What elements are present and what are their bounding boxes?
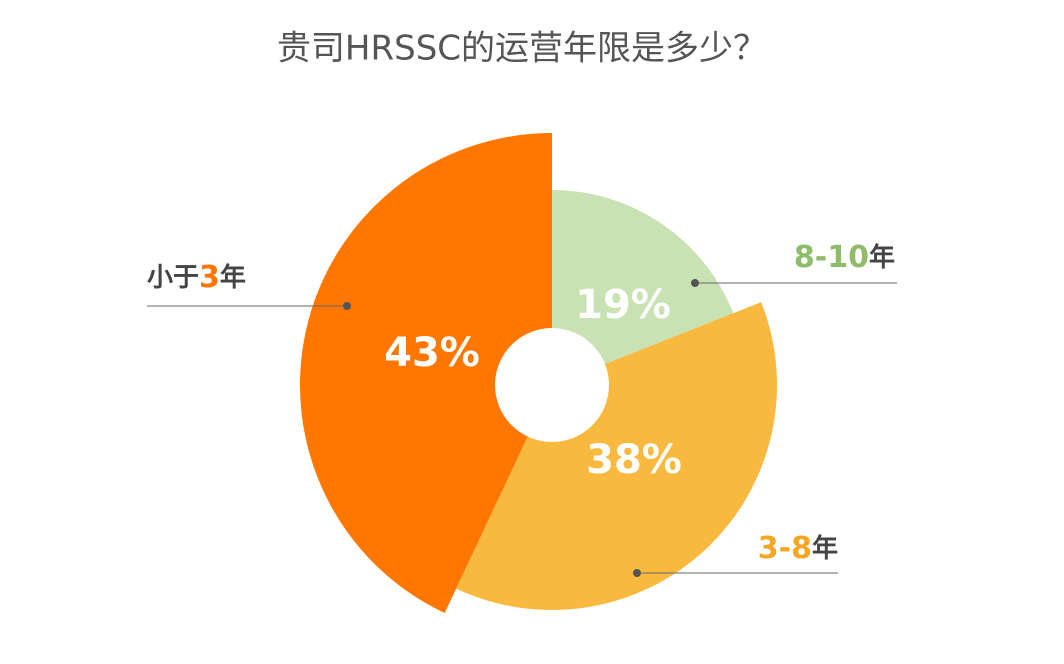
- value-label: 38%: [586, 437, 682, 483]
- chart-title: 贵司HRSSC的运营年限是多少？: [277, 29, 767, 69]
- value-label: 43%: [384, 330, 480, 376]
- leader-dot: [691, 279, 699, 287]
- category-label: 3-8年: [758, 531, 838, 566]
- category-label: 小于3年: [147, 260, 246, 295]
- value-label: 19%: [575, 282, 671, 328]
- pie-slice: [552, 190, 734, 385]
- donut-hole: [495, 328, 609, 442]
- leader-dot: [343, 302, 351, 310]
- pie-slice: [299, 133, 552, 614]
- leader-dot: [633, 569, 641, 577]
- pie-slice: [456, 302, 778, 610]
- category-label: 8-10年: [794, 240, 895, 275]
